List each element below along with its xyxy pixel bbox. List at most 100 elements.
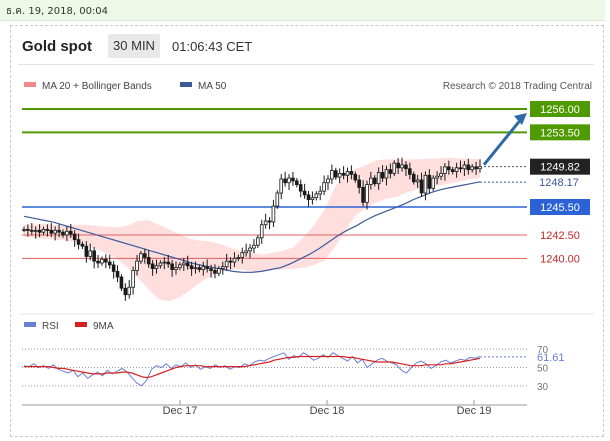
level-label-1240.00: 1240.00 — [540, 253, 580, 265]
candle-body — [365, 184, 369, 203]
candle-body — [283, 178, 287, 184]
interval-button[interactable]: 30 MIN — [108, 34, 160, 58]
candle-body — [376, 172, 381, 185]
ma50-value-label: 1248.17 — [539, 177, 579, 189]
symbol-title: Gold spot — [22, 38, 92, 55]
candle-body — [41, 228, 46, 233]
candle-body — [224, 260, 229, 268]
rsi-level-label-30: 30 — [537, 382, 549, 393]
candle-body — [427, 174, 432, 189]
candle-body — [104, 258, 108, 263]
candle-body — [372, 177, 377, 185]
candle-body — [92, 250, 96, 262]
candle-body — [127, 286, 132, 296]
candle-body — [454, 167, 459, 172]
candle-body — [333, 170, 338, 178]
candle-body — [181, 262, 186, 266]
candle-body — [443, 166, 447, 174]
candle-body — [209, 268, 213, 271]
candle-body — [263, 220, 268, 226]
candle-body — [357, 179, 361, 188]
candle-body — [131, 270, 135, 288]
level-badge-1242.50 — [530, 227, 590, 243]
candle-body — [84, 245, 89, 257]
candle-body — [431, 177, 436, 189]
candle-body — [178, 264, 182, 269]
candle-body — [119, 276, 124, 289]
ma9-legend-swatch — [75, 322, 87, 327]
candle-body — [291, 177, 295, 182]
candle-body — [345, 171, 350, 176]
candle-body — [310, 197, 315, 200]
candle-body — [123, 287, 128, 296]
candle-body — [450, 169, 455, 172]
candle-body — [49, 229, 54, 234]
candle-body — [57, 229, 61, 233]
clock-text: 01:06:43 CET — [172, 39, 253, 54]
candle-body — [267, 220, 272, 223]
candle-body — [361, 186, 365, 203]
copyright-text: Research © 2018 Trading Central — [443, 81, 592, 92]
candle-body — [298, 184, 303, 192]
candle-body — [302, 190, 307, 196]
candle-body — [228, 260, 233, 263]
last-price-label: 1249.82 — [540, 162, 580, 174]
rsi-last-label: 61.61 — [537, 352, 565, 364]
ma9-legend-text: 9MA — [93, 321, 114, 332]
date-text: ธ.ค. 19, 2018, 00:04 — [6, 6, 109, 17]
candle-body — [65, 230, 69, 236]
candle-body — [37, 229, 42, 233]
candle-body — [88, 250, 93, 257]
last-price-badge — [530, 158, 590, 175]
candle-body — [80, 243, 85, 247]
candle-body — [232, 257, 237, 263]
candle-body — [256, 237, 260, 246]
level-label-1242.50: 1242.50 — [540, 230, 580, 242]
ma20-legend-text: MA 20 + Bollinger Bands — [42, 81, 152, 92]
forecast-arrowhead — [514, 113, 527, 125]
candle-body — [271, 205, 276, 223]
candle-body — [170, 263, 174, 270]
candle-body — [353, 173, 358, 181]
candle-body — [26, 228, 30, 231]
candle-body — [419, 179, 424, 194]
candle-body — [411, 173, 416, 183]
candle-body — [217, 268, 221, 274]
level-badge-1256.00 — [530, 101, 590, 117]
candle-body — [201, 266, 206, 270]
candle-body — [193, 267, 198, 270]
header-divider — [18, 64, 594, 65]
level-badge-1253.50 — [530, 124, 590, 141]
candle-body — [76, 239, 81, 245]
candle-body — [100, 258, 104, 264]
candle-body — [244, 250, 248, 254]
candle-body — [236, 256, 241, 259]
candle-body — [322, 182, 326, 192]
candle-body — [139, 253, 143, 262]
rsi-legend-swatch — [24, 322, 36, 327]
level-label-1245.50: 1245.50 — [540, 202, 580, 214]
time-tick-label: Dec 18 — [310, 405, 345, 417]
candle-body — [197, 267, 202, 270]
candle-body — [447, 166, 451, 171]
bollinger-band — [24, 157, 480, 302]
candle-body — [435, 175, 439, 179]
candle-body — [392, 162, 397, 174]
rsi-level-label-70: 70 — [537, 345, 549, 356]
candle-body — [107, 261, 112, 266]
candle-body — [259, 224, 264, 239]
candle-body — [295, 180, 299, 186]
forecast-arrow — [482, 117, 524, 166]
candle-body — [462, 164, 467, 170]
candle-body — [162, 261, 167, 264]
candle-body — [400, 164, 404, 169]
candle-body — [68, 230, 73, 235]
level-badge-1240.00 — [530, 250, 590, 267]
level-label-1253.50: 1253.50 — [540, 127, 580, 139]
candle-body — [337, 172, 342, 178]
time-tick-label: Dec 17 — [163, 405, 198, 417]
ma20-legend-swatch — [24, 82, 36, 87]
candle-body — [72, 233, 77, 241]
candle-body — [314, 193, 319, 199]
